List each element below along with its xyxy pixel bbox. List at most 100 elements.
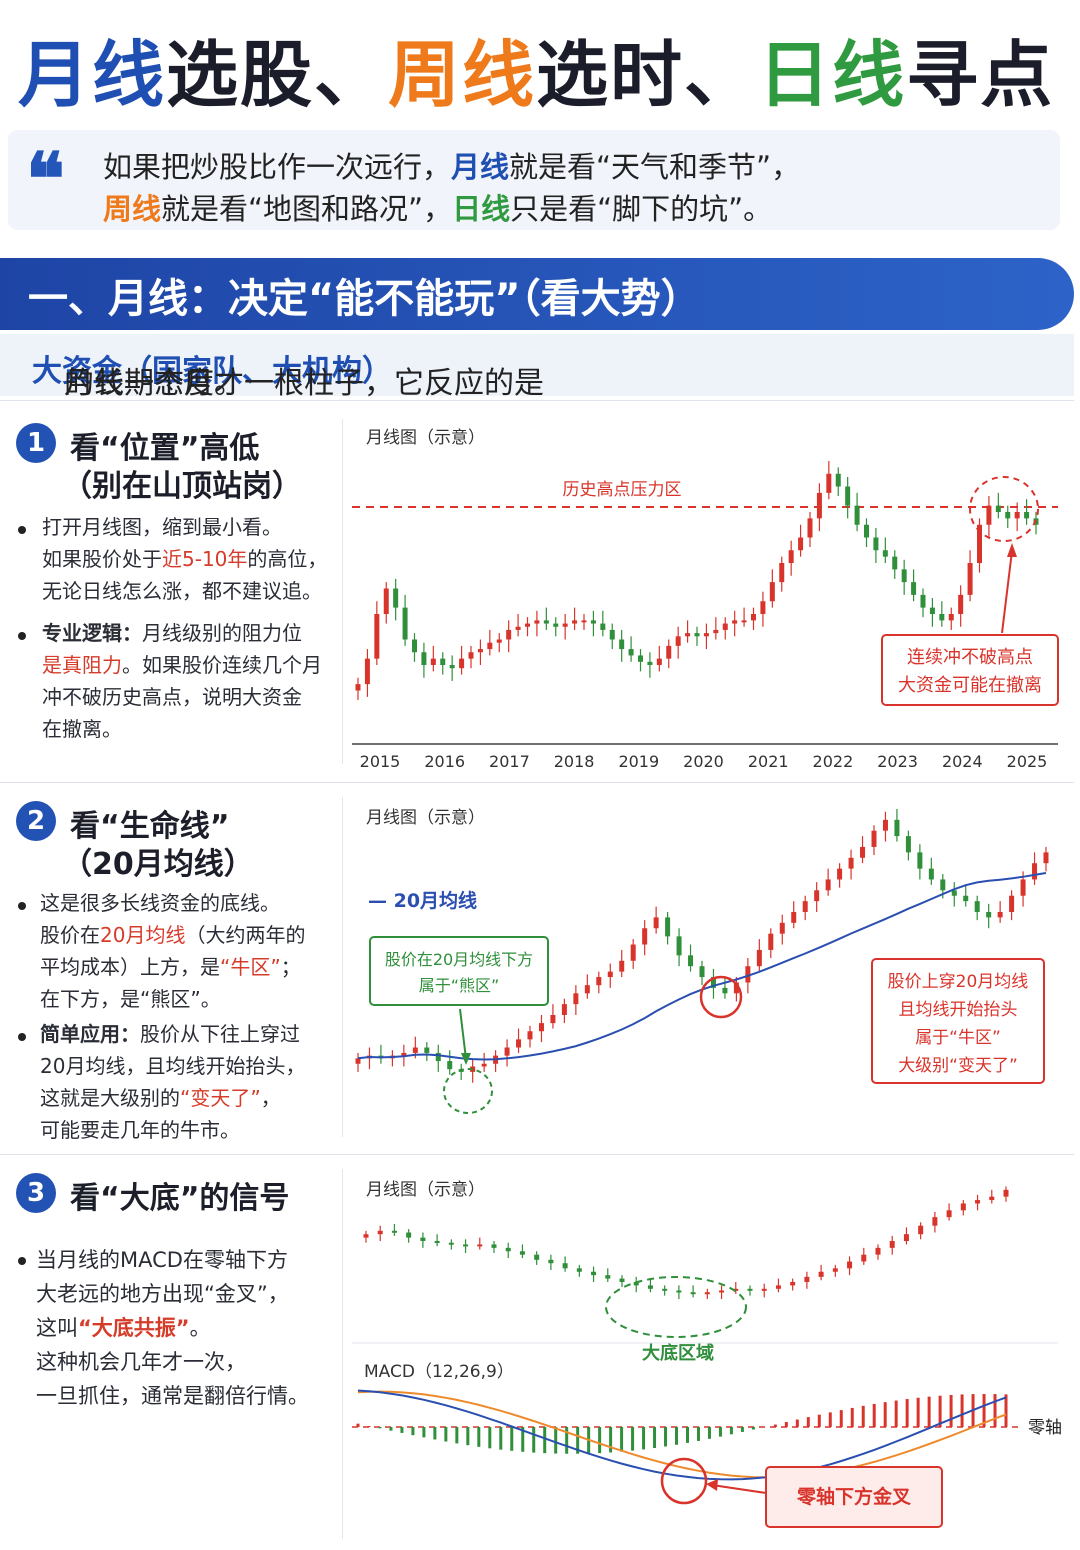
candle <box>630 944 636 961</box>
text: 。如果股价连续几个月 <box>122 653 322 677</box>
candle <box>653 917 659 929</box>
candle <box>534 1254 540 1260</box>
candle <box>573 993 579 1005</box>
candle <box>733 1288 739 1291</box>
bull-box <box>871 958 1045 1084</box>
monthly-position-chart: 月线图（示意） 历史高点压力区 连续冲不破高点 大资金可能在撤离 2015 201… <box>352 428 1059 771</box>
x-tick-label: 2019 <box>618 752 659 771</box>
candle <box>816 492 822 519</box>
candle <box>807 518 813 538</box>
cross-label: 零轴下方金叉 <box>796 1485 912 1508</box>
bullet-icon <box>18 1257 26 1265</box>
bull-text: 属于“牛区” <box>915 1028 1001 1048</box>
candle <box>633 1281 639 1286</box>
panel-title: 看“生命线” <box>70 809 230 844</box>
candle <box>519 1251 525 1255</box>
candle <box>538 1023 544 1032</box>
candle <box>779 563 785 583</box>
candle <box>837 868 843 880</box>
x-tick-label: 2021 <box>748 752 789 771</box>
text: 这就是大级别的 <box>40 1086 180 1110</box>
candle <box>562 623 568 627</box>
subtitle-text: 月线一个月才一根柱子，它反应的是 <box>64 366 544 401</box>
candle <box>675 636 681 646</box>
candle <box>496 639 502 643</box>
candle <box>690 1292 696 1295</box>
title-monthly: 月线 <box>18 33 167 117</box>
candle <box>703 633 709 637</box>
candle <box>958 594 964 614</box>
candle <box>383 588 389 614</box>
candle <box>854 505 860 525</box>
candle <box>448 1242 454 1245</box>
candle <box>1003 1189 1009 1197</box>
text: 。 <box>189 1316 211 1340</box>
candle <box>760 601 766 614</box>
candle <box>619 960 625 972</box>
candle <box>835 473 841 487</box>
candle <box>873 537 879 551</box>
chart-title: 月线图（示意） <box>366 1180 485 1200</box>
bear-circle <box>443 1068 493 1114</box>
candle <box>355 1058 361 1064</box>
candle <box>892 556 898 570</box>
candle <box>412 639 417 653</box>
candle <box>918 1225 924 1235</box>
x-tick-label: 2015 <box>360 752 401 771</box>
x-ticks: 2015 2016 2017 2018 2019 2020 2021 2022 2023 2024… <box>360 752 1048 771</box>
candle <box>932 1217 938 1226</box>
annotation-arrow <box>1001 550 1013 634</box>
bear-text: 属于“熊区” <box>419 976 500 995</box>
candle <box>903 1234 909 1242</box>
candle <box>506 629 512 640</box>
candle <box>504 1047 510 1056</box>
candle <box>562 1263 568 1269</box>
candle <box>662 1288 668 1291</box>
candle <box>967 563 973 595</box>
candle <box>986 505 992 525</box>
candle <box>889 1241 895 1248</box>
candle <box>553 623 559 627</box>
candle <box>477 1244 483 1247</box>
bold-label: 专业逻辑： <box>42 621 142 645</box>
divider <box>342 797 343 1137</box>
bullet-text: 当月线的MACD在零轴下方 大老远的地方出现“金叉”， 这叫“大底共振”。 这种… <box>36 1243 309 1413</box>
candle <box>995 505 1001 512</box>
candle <box>665 917 671 937</box>
candle <box>761 1288 767 1291</box>
candle <box>929 607 935 614</box>
text-line: 这就是大级别的“变天了”， <box>40 1082 305 1114</box>
panel-bottom-signal: 3 看“大底”的信号 当月线的MACD在零轴下方 大老远的地方出现“金叉”， 这… <box>0 1154 1074 1550</box>
dea-line <box>357 1390 1007 1479</box>
quote-text: 就是看“地图和路况”， <box>161 192 453 226</box>
candle <box>377 1230 383 1235</box>
candle <box>986 911 992 918</box>
candle <box>459 658 465 669</box>
candle <box>596 977 602 986</box>
candle <box>974 901 980 912</box>
x-tick-label: 2020 <box>683 752 724 771</box>
candle <box>534 620 540 624</box>
candle <box>656 658 662 665</box>
candle <box>676 936 682 956</box>
candle <box>946 1210 952 1218</box>
text-line: 可能要走几年的牛市。 <box>40 1118 240 1142</box>
candle <box>977 524 982 563</box>
candle <box>733 982 739 994</box>
text: （大约两年的 <box>185 923 306 947</box>
candle <box>516 1039 522 1048</box>
panel-position: 1 看“位置”高低 （别在山顶站岗） 打开月线图，缩到最小看。 如果股价处于近5… <box>0 400 1074 780</box>
annotation-text: 连续冲不破高点 <box>907 647 1033 668</box>
chart-title: 月线图（示意） <box>366 428 485 448</box>
candle <box>860 846 866 858</box>
candle <box>864 524 869 538</box>
candle <box>704 1292 710 1295</box>
candle <box>719 1290 725 1293</box>
text-line: 这叫“大底共振”。 <box>36 1311 309 1345</box>
candle <box>1024 512 1030 519</box>
candle <box>688 955 694 967</box>
divider <box>342 1169 343 1539</box>
candle <box>449 665 455 669</box>
panel-title: 看“大底”的信号 <box>70 1181 290 1216</box>
candle <box>393 588 399 608</box>
